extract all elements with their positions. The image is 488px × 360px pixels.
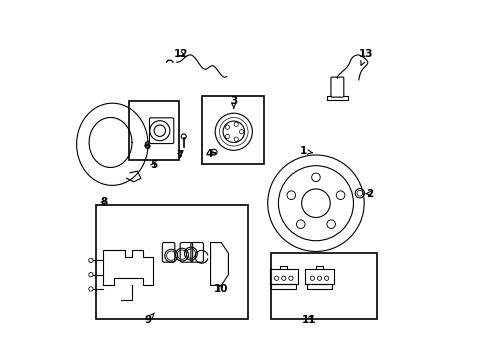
Text: 3: 3 <box>230 96 237 108</box>
Bar <box>129 102 179 160</box>
Text: 4: 4 <box>204 149 215 158</box>
Bar <box>271 253 376 319</box>
Bar <box>202 96 264 164</box>
Text: 12: 12 <box>173 49 188 59</box>
Text: 7: 7 <box>176 150 183 160</box>
Text: 5: 5 <box>149 159 157 170</box>
Bar <box>96 205 247 319</box>
Text: 6: 6 <box>143 141 151 151</box>
Text: 11: 11 <box>301 315 315 325</box>
Text: 2: 2 <box>365 189 372 199</box>
Text: 1: 1 <box>299 147 312 157</box>
Text: 9: 9 <box>144 313 154 325</box>
Text: 8: 8 <box>100 197 107 207</box>
Text: 13: 13 <box>358 49 372 66</box>
Text: 10: 10 <box>214 284 228 294</box>
